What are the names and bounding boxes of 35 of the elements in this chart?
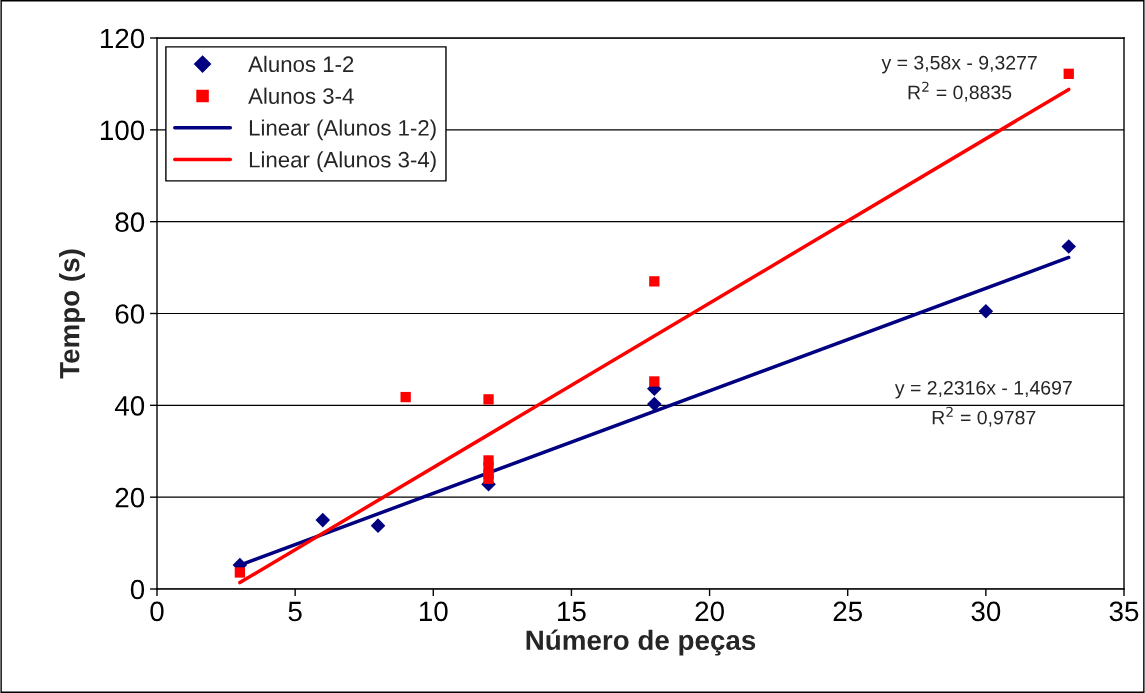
y-tick-label: 100 — [100, 120, 145, 141]
y-tick-label: 20 — [115, 487, 145, 508]
legend-label: Linear (Alunos 3-4) — [249, 151, 436, 172]
y-tick-label: 40 — [114, 396, 145, 416]
point — [483, 473, 494, 484]
point — [315, 512, 331, 528]
point — [483, 394, 494, 405]
point — [649, 376, 660, 387]
point — [400, 391, 411, 403]
point — [978, 303, 994, 319]
legend-label: Linear (Alunos 1-2) — [249, 119, 436, 141]
point — [370, 518, 386, 533]
point — [1063, 68, 1074, 79]
x-tick-label: 15 — [558, 601, 586, 622]
x-tick-label: 10 — [419, 601, 448, 622]
point — [234, 567, 246, 578]
annotation: y = 2,2316x - 1,4697 R$^{2}$ = 0,9787 — [894, 380, 1072, 427]
y-tick-label: 0 — [130, 579, 145, 600]
point — [647, 396, 662, 412]
y-axis-title: Tempo (s) — [59, 249, 85, 379]
x-tick-label: 5 — [288, 601, 302, 622]
y-tick-label: 120 — [100, 28, 145, 49]
y-tick-label: 80 — [115, 212, 145, 233]
x-tick-label: 30 — [971, 601, 1001, 622]
x-tick-label: 20 — [695, 601, 724, 622]
x-tick-label: 35 — [1109, 601, 1139, 622]
legend-label: Alunos 1-2 — [248, 55, 354, 73]
x-tick-label: 0 — [150, 601, 164, 622]
legend-label: Alunos 3-4 — [248, 87, 354, 104]
point — [649, 276, 660, 287]
x-axis-title: Número de peças — [526, 629, 756, 656]
point — [1061, 239, 1077, 254]
y-tick-label: 60 — [115, 304, 145, 324]
x-tick-label: 25 — [833, 601, 862, 622]
annotation: y = 3,58x - 9,3277 R$^{2}$ = 0,8835 — [881, 55, 1037, 102]
